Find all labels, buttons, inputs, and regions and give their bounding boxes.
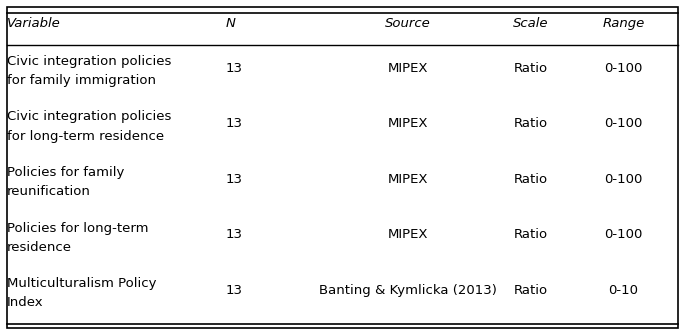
Text: 13: 13 bbox=[226, 284, 243, 297]
Text: reunification: reunification bbox=[7, 185, 90, 198]
Text: for long-term residence: for long-term residence bbox=[7, 129, 164, 143]
Text: for family immigration: for family immigration bbox=[7, 74, 156, 87]
FancyBboxPatch shape bbox=[7, 7, 678, 328]
Text: Policies for long-term: Policies for long-term bbox=[7, 221, 149, 235]
Text: Ratio: Ratio bbox=[514, 62, 548, 74]
Text: 13: 13 bbox=[226, 173, 243, 186]
Text: MIPEX: MIPEX bbox=[387, 117, 428, 130]
Text: Policies for family: Policies for family bbox=[7, 166, 124, 179]
Text: Variable: Variable bbox=[7, 17, 60, 30]
Text: Banting & Kymlicka (2013): Banting & Kymlicka (2013) bbox=[319, 284, 497, 297]
Text: 0-100: 0-100 bbox=[604, 62, 643, 74]
Text: Source: Source bbox=[385, 17, 430, 30]
Text: Ratio: Ratio bbox=[514, 228, 548, 241]
Text: residence: residence bbox=[7, 241, 72, 254]
Text: 0-100: 0-100 bbox=[604, 228, 643, 241]
Text: 0-10: 0-10 bbox=[608, 284, 638, 297]
Text: MIPEX: MIPEX bbox=[387, 228, 428, 241]
Text: Scale: Scale bbox=[513, 17, 549, 30]
Text: MIPEX: MIPEX bbox=[387, 62, 428, 74]
Text: 13: 13 bbox=[226, 117, 243, 130]
Text: Index: Index bbox=[7, 296, 43, 309]
Text: Ratio: Ratio bbox=[514, 173, 548, 186]
Text: MIPEX: MIPEX bbox=[387, 173, 428, 186]
Text: Civic integration policies: Civic integration policies bbox=[7, 110, 171, 123]
Text: Range: Range bbox=[602, 17, 645, 30]
Text: 13: 13 bbox=[226, 62, 243, 74]
Text: N: N bbox=[226, 17, 236, 30]
Text: Multiculturalism Policy: Multiculturalism Policy bbox=[7, 277, 156, 290]
Text: 0-100: 0-100 bbox=[604, 173, 643, 186]
Text: 13: 13 bbox=[226, 228, 243, 241]
Text: Ratio: Ratio bbox=[514, 284, 548, 297]
Text: Ratio: Ratio bbox=[514, 117, 548, 130]
Text: 0-100: 0-100 bbox=[604, 117, 643, 130]
Text: Civic integration policies: Civic integration policies bbox=[7, 55, 171, 68]
